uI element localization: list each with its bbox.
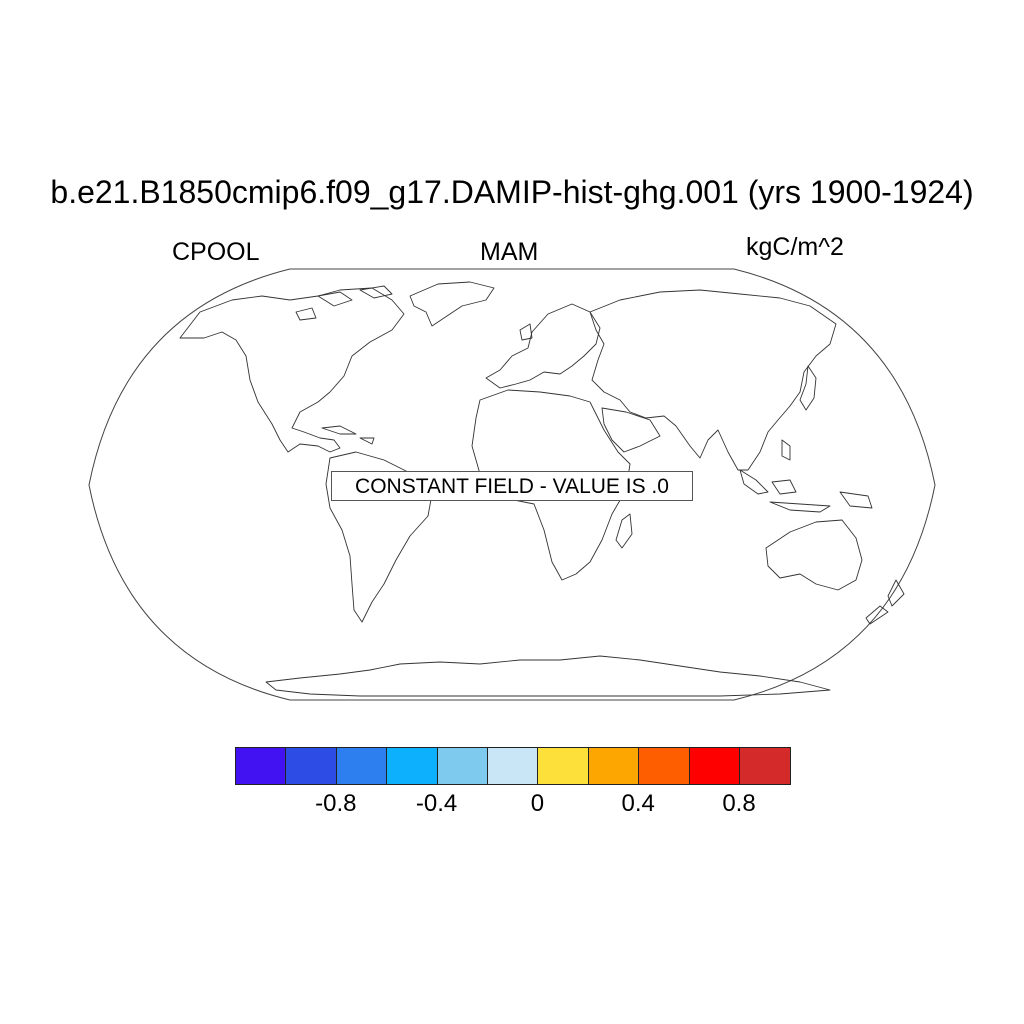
colorbar-swatch xyxy=(487,748,539,784)
season-label: MAM xyxy=(480,238,539,266)
units-label: kgC/m^2 xyxy=(746,233,844,261)
colorbar-swatch xyxy=(437,748,488,784)
colorbar-swatch xyxy=(236,748,287,784)
colorbar-tick-label: 0.4 xyxy=(621,790,655,817)
colorbar-swatch xyxy=(739,748,791,784)
colorbar-swatch xyxy=(588,748,640,784)
colorbar-swatch xyxy=(336,748,388,784)
colorbar-tick-label: 0.8 xyxy=(722,790,756,817)
colorbar-tick-label: -0.8 xyxy=(315,790,357,817)
colorbar-swatch xyxy=(538,748,589,784)
map-title: b.e21.B1850cmip6.f09_g17.DAMIP-hist-ghg.… xyxy=(50,174,974,210)
colorbar-tick-label: 0 xyxy=(530,790,545,817)
colorbar-swatch xyxy=(286,748,337,784)
colorbar xyxy=(235,747,792,785)
colorbar-tick-label: -0.4 xyxy=(415,790,458,817)
variable-label: CPOOL xyxy=(172,238,260,266)
colorbar-swatch xyxy=(387,748,438,784)
constant-field-notice: CONSTANT FIELD - VALUE IS .0 xyxy=(331,471,693,501)
colorbar-swatch xyxy=(639,748,690,784)
colorbar-swatch xyxy=(689,748,740,784)
